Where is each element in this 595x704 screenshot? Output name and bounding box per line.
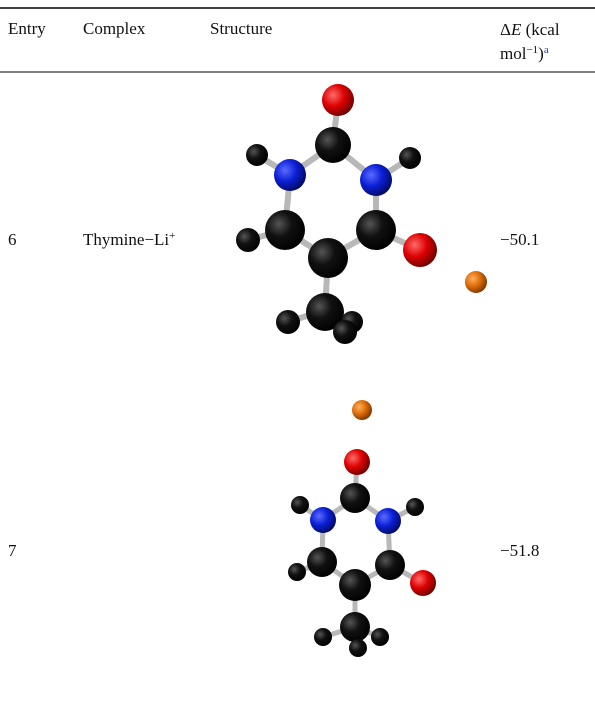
complex-name: Thymine−Li (83, 230, 169, 249)
atom (340, 612, 370, 642)
table-page: Entry Complex Structure ΔE (kcalmol−1)a … (0, 0, 595, 704)
atom (315, 127, 351, 163)
header-energy-unit2: mol (500, 44, 526, 63)
atom (246, 144, 268, 166)
atom (360, 164, 392, 196)
molecule-structure-6 (236, 84, 487, 344)
header-energy-delta: Δ (500, 20, 511, 39)
header-energy-unit: (kcal (526, 20, 560, 39)
atoms (288, 400, 436, 657)
atom (403, 233, 437, 267)
atom (274, 159, 306, 191)
atom (310, 507, 336, 533)
atom (399, 147, 421, 169)
atom (375, 508, 401, 534)
atom (333, 320, 357, 344)
energy: −50.1 (500, 229, 539, 251)
header-complex: Complex (83, 18, 145, 40)
atom (340, 483, 370, 513)
entry: 6 (8, 229, 17, 251)
header-entry: Entry (8, 18, 46, 40)
atom (291, 496, 309, 514)
atom (375, 550, 405, 580)
atom (339, 569, 371, 601)
atom (349, 639, 367, 657)
atom (236, 228, 260, 252)
entry: 7 (8, 540, 17, 562)
footnote-mark: a (544, 44, 549, 56)
atom (356, 210, 396, 250)
complex: Thymine−Li+ (83, 229, 175, 251)
molecule-structure-7 (288, 400, 436, 657)
atom (307, 547, 337, 577)
complex-charge: + (169, 230, 175, 242)
atom (406, 498, 424, 516)
header-structure: Structure (210, 18, 272, 40)
header-energy-symbol: E (511, 20, 521, 39)
atom (352, 400, 372, 420)
header-energy-exponent: −1 (526, 44, 538, 56)
atom (371, 628, 389, 646)
atom (344, 449, 370, 475)
atom (314, 628, 332, 646)
energy: −51.8 (500, 540, 539, 562)
atom (308, 238, 348, 278)
atom (465, 271, 487, 293)
atom (322, 84, 354, 116)
atom (265, 210, 305, 250)
table-graphics (0, 0, 595, 704)
atoms (236, 84, 487, 344)
atom (288, 563, 306, 581)
atom (276, 310, 300, 334)
atom (410, 570, 436, 596)
